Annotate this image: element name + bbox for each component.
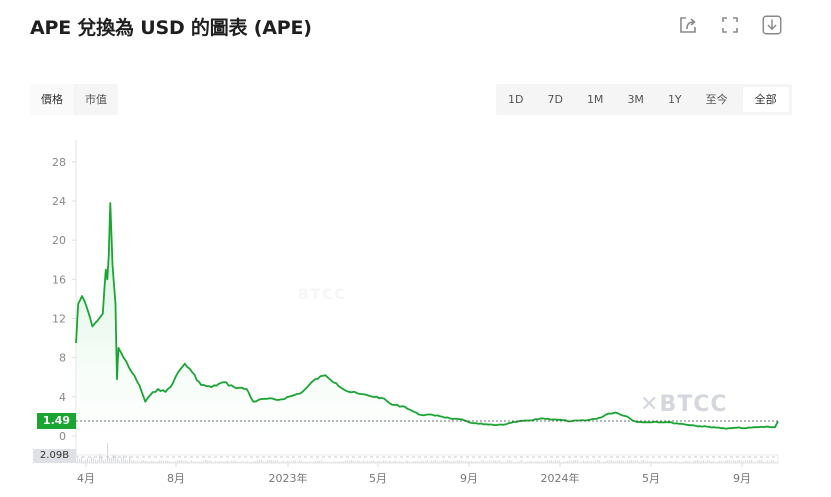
- range-1d[interactable]: 1D: [508, 93, 524, 106]
- metric-tabs: 價格 市值: [30, 84, 118, 115]
- center-watermark: BTCC: [298, 287, 347, 303]
- svg-text:8月: 8月: [167, 472, 185, 485]
- range-ytd[interactable]: 至今: [705, 93, 728, 106]
- svg-text:12: 12: [52, 313, 66, 326]
- range-7d[interactable]: 7D: [547, 93, 563, 106]
- svg-text:8: 8: [59, 352, 66, 365]
- svg-text:24: 24: [52, 195, 66, 208]
- volume-bars: [77, 443, 779, 463]
- svg-text:5月: 5月: [642, 472, 660, 485]
- x-axis-ticks: 4月 8月 2023年 5月 9月 2024年 5月 9月: [77, 463, 751, 485]
- y-axis-ticks: 0 4 8 12 16 20 24 28: [52, 156, 76, 443]
- range-all[interactable]: 全部: [742, 87, 789, 112]
- range-1m[interactable]: 1M: [586, 93, 604, 106]
- chart-toolbar: [677, 14, 783, 36]
- svg-text:9月: 9月: [733, 472, 751, 485]
- btcc-watermark: ✕BTCC: [640, 392, 728, 417]
- range-3m[interactable]: 3M: [627, 93, 644, 106]
- svg-text:4: 4: [59, 391, 66, 404]
- svg-text:0: 0: [59, 430, 66, 443]
- svg-text:4月: 4月: [77, 472, 95, 485]
- svg-text:28: 28: [52, 156, 66, 169]
- svg-text:20: 20: [52, 234, 66, 247]
- range-1y[interactable]: 1Y: [667, 93, 682, 106]
- current-price-tag: 1.49: [37, 413, 76, 429]
- page-title: APE 兌換為 USD 的圖表 (APE): [30, 17, 312, 39]
- download-icon[interactable]: [761, 14, 783, 36]
- price-chart[interactable]: 0 4 8 12 16 20 24 28 4月 8月 2023年 5月 9月 2024年 5月 9月: [0, 130, 831, 497]
- share-icon[interactable]: [677, 14, 699, 36]
- fullscreen-icon[interactable]: [719, 14, 741, 36]
- tab-market-cap[interactable]: 市值: [85, 93, 107, 106]
- tab-price[interactable]: 價格: [30, 84, 74, 115]
- svg-text:2024年: 2024年: [541, 471, 580, 485]
- svg-text:9月: 9月: [460, 472, 478, 485]
- svg-text:2023年: 2023年: [269, 471, 308, 485]
- range-tabs: 1D 7D 1M 3M 1Y 至今 全部: [496, 84, 792, 115]
- volume-tag: 2.09B: [33, 449, 76, 463]
- svg-text:16: 16: [52, 273, 66, 286]
- svg-text:5月: 5月: [369, 472, 387, 485]
- btcc-logo-icon: ✕: [640, 392, 660, 417]
- price-line: [75, 202, 779, 430]
